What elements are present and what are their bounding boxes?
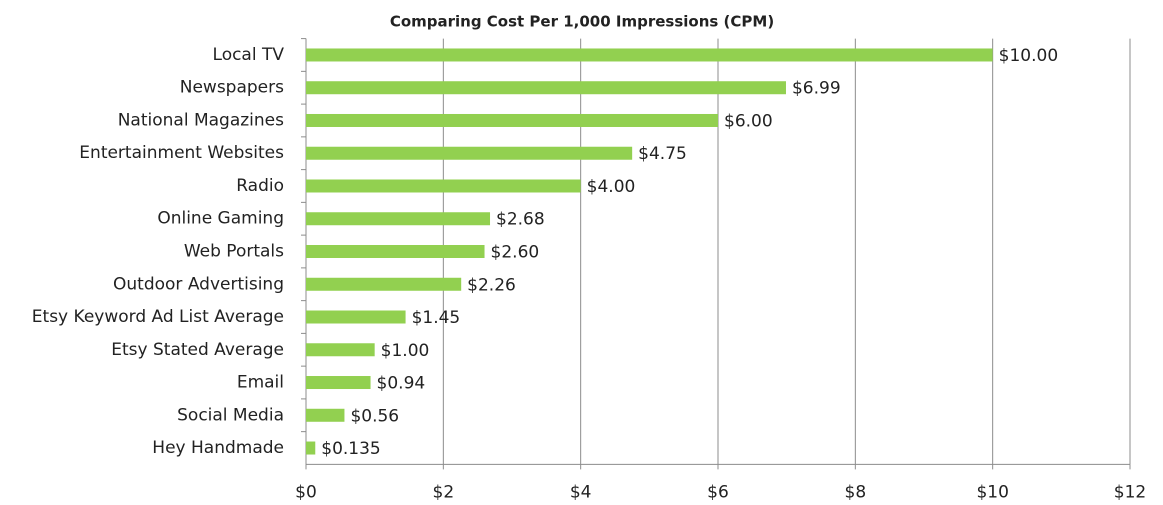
bar [306,81,786,95]
value-label: $1.45 [412,308,461,328]
x-tick-label: $8 [845,482,867,502]
value-label: $0.94 [377,374,426,394]
chart-title: Comparing Cost Per 1,000 Impressions (CP… [390,13,774,31]
x-tick-label: $12 [1114,482,1146,502]
value-label: $2.26 [467,275,516,295]
value-label: $2.60 [491,243,540,263]
bar [306,245,485,258]
x-tick-label: $6 [707,482,729,502]
x-tick-label: $0 [295,482,317,502]
y-tick-label: Online Gaming [157,209,284,229]
y-tick-label: Email [237,373,284,393]
bar [306,212,491,226]
bar [306,277,462,291]
y-tick-label: Radio [236,176,284,196]
bar [306,48,993,62]
bar [306,343,375,357]
y-tick-label: National Magazines [118,110,284,130]
y-tick-label: Newspapers [180,78,284,98]
value-label: $1.00 [381,341,430,361]
bar [306,310,406,324]
y-tick-label: Web Portals [184,242,284,262]
value-label: $0.56 [350,406,399,426]
y-tick-label: Outdoor Advertising [113,274,284,294]
x-tick-label: $2 [433,482,455,502]
bar [306,408,345,422]
value-label: $4.75 [638,144,687,164]
bar [306,179,581,193]
bar [306,146,633,160]
value-label: $6.00 [724,111,773,131]
x-tick-label: $10 [976,482,1008,502]
y-tick-label: Etsy Keyword Ad List Average [32,307,284,327]
x-tick-label: $4 [570,482,592,502]
bar [306,441,316,455]
value-label: $0.135 [321,439,380,459]
y-tick-label: Hey Handmade [152,438,284,458]
value-label: $2.68 [496,210,545,230]
y-tick-label: Etsy Stated Average [111,340,284,360]
y-tick-label: Entertainment Websites [79,143,284,163]
value-label: $10.00 [999,46,1058,66]
y-tick-label: Social Media [177,405,284,425]
value-label: $4.00 [587,177,636,197]
bar [306,113,718,127]
y-tick-label: Local TV [213,45,285,65]
value-label: $6.99 [792,79,841,99]
bar [306,376,371,390]
